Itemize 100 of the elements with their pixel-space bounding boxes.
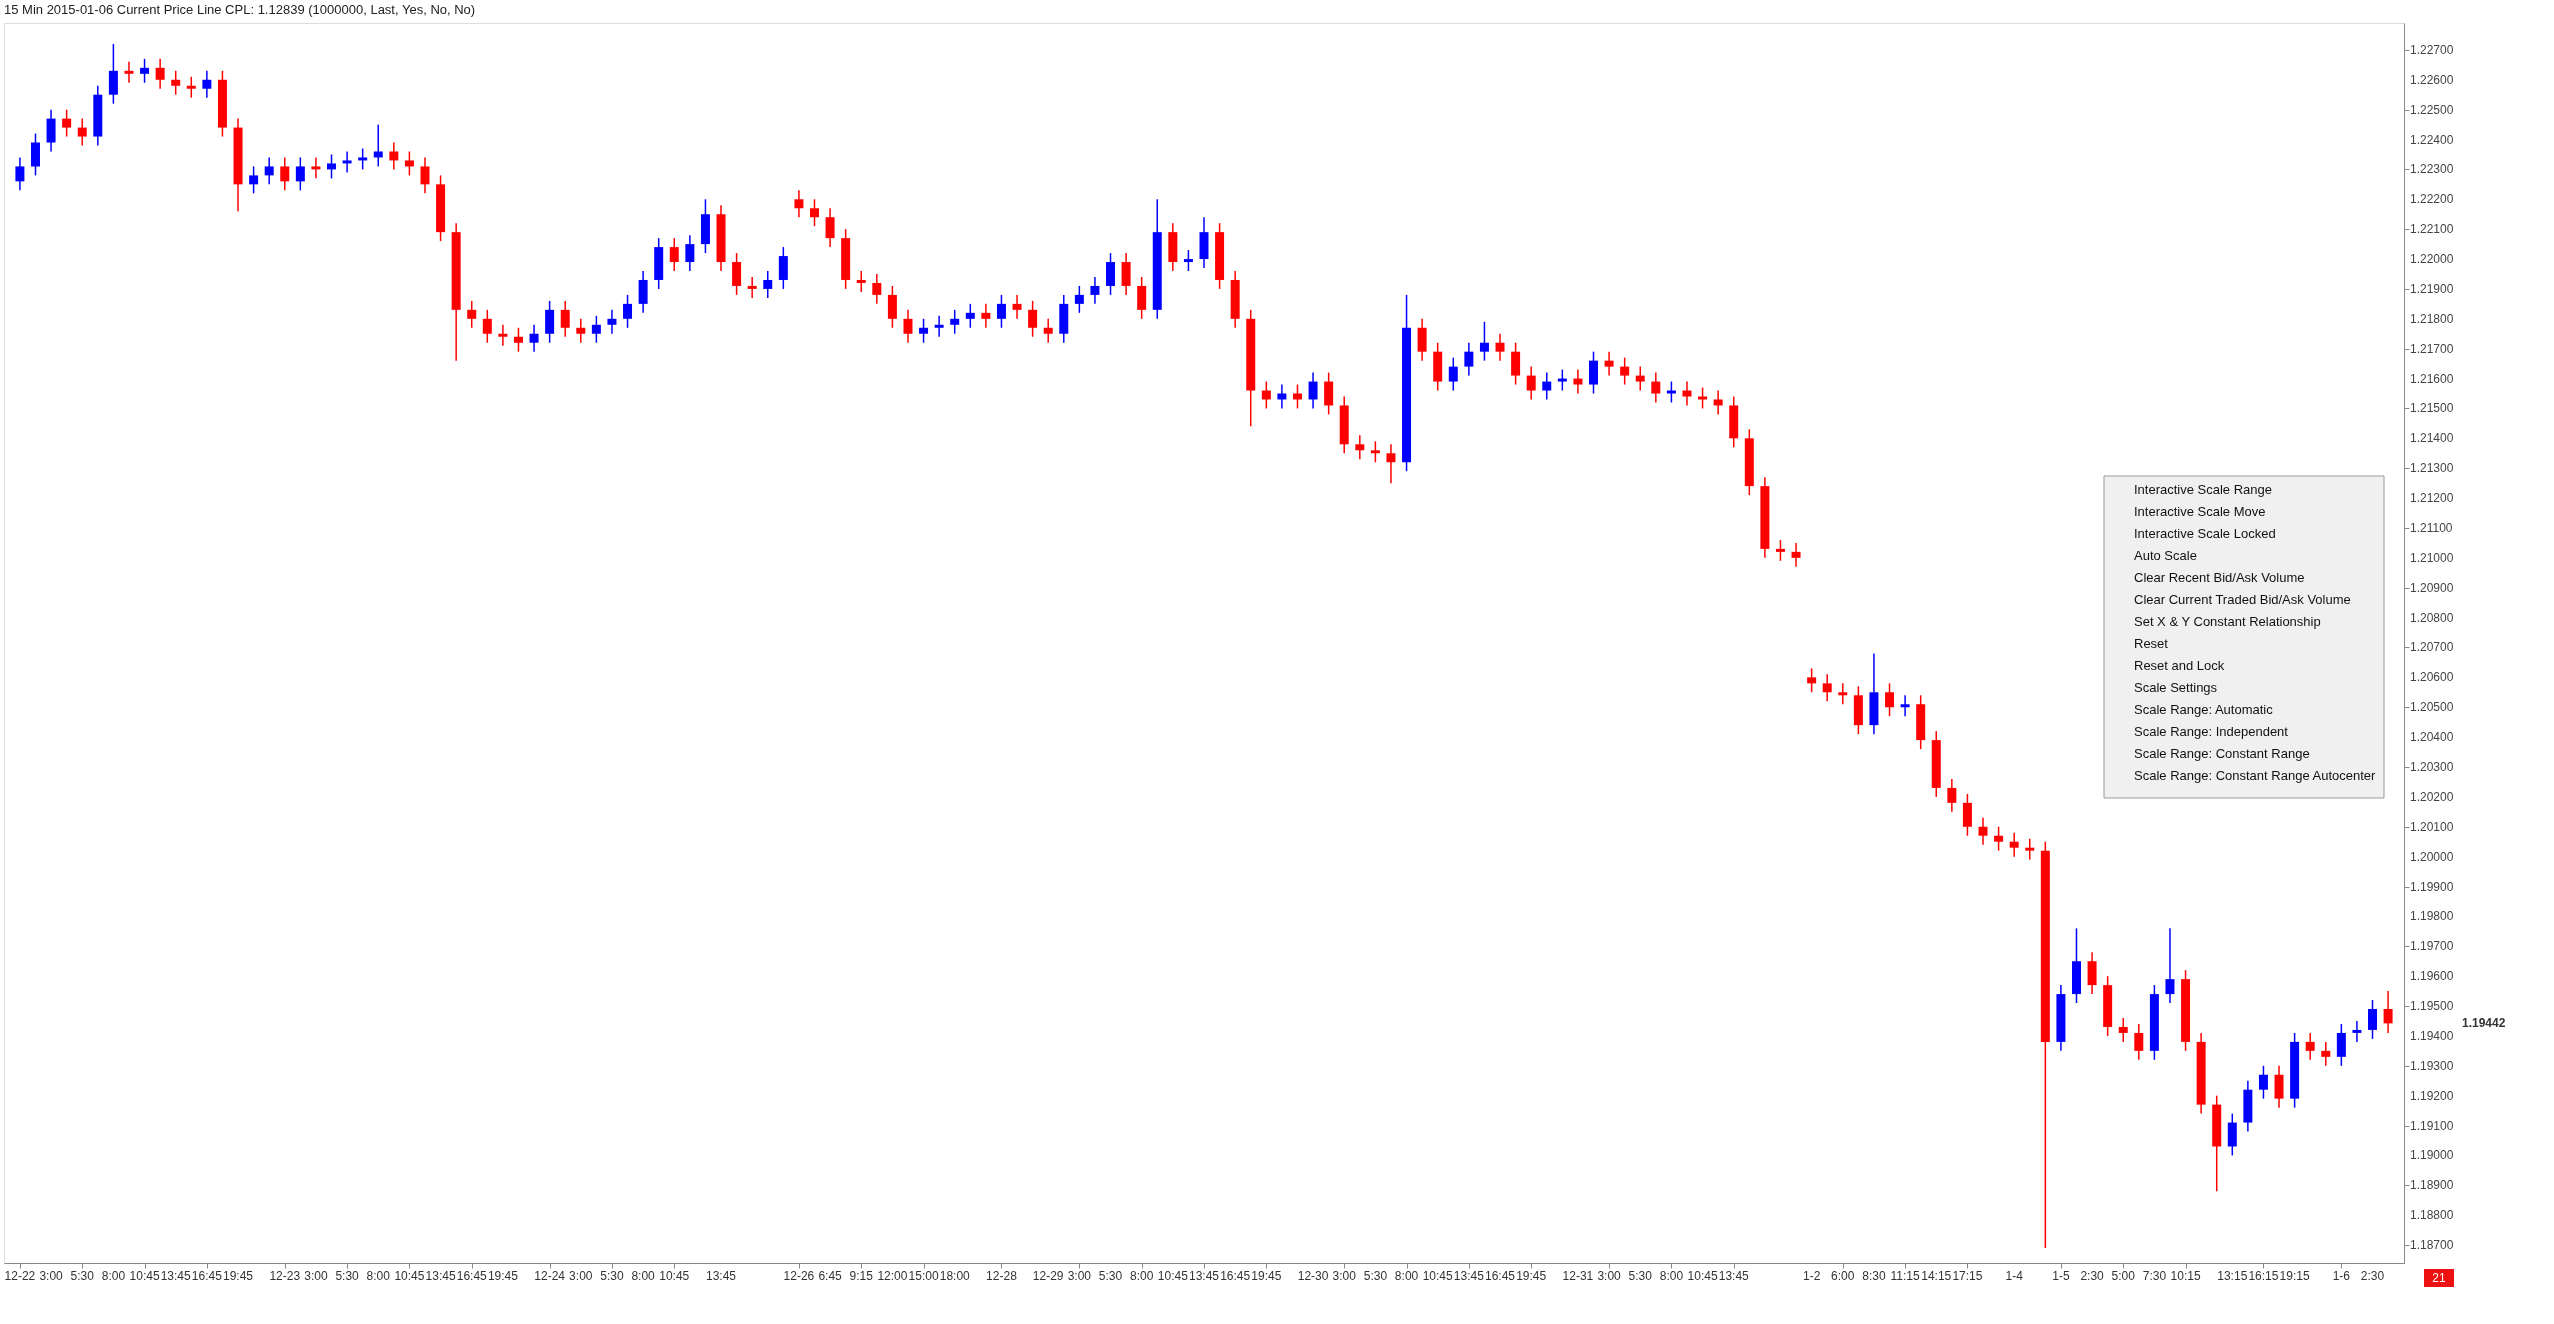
x-tick-label: 16:45 [1485, 1269, 1516, 1283]
candlestick [778, 246, 788, 290]
y-tick-label: 1.19300 [2410, 1058, 2454, 1073]
candlestick [732, 252, 742, 296]
y-tick-label: 1.20500 [2410, 700, 2454, 715]
x-tick-label: 17:15 [1952, 1269, 1983, 1283]
candlestick [825, 207, 835, 248]
annotation: Interactive Scale Move [2134, 504, 2266, 519]
candlestick [2383, 990, 2393, 1034]
x-tick-label: 6:00 [1831, 1269, 1855, 1283]
y-tick-label: 1.20900 [2410, 580, 2454, 595]
x-tick-label: 1-2 [1802, 1269, 1821, 1283]
candlestick [1589, 350, 1598, 395]
candlestick [996, 294, 1006, 329]
candlestick [856, 270, 866, 293]
candlestick [2274, 1065, 2284, 1109]
x-tick-label: 16:45 [191, 1269, 223, 1283]
y-tick-label: 1.19800 [2410, 909, 2454, 924]
candlestick [934, 315, 944, 338]
x-tick-label: 5:30 [600, 1269, 624, 1283]
candlestick [1464, 341, 1474, 377]
candlestick [1978, 817, 1988, 846]
candlestick [810, 198, 819, 227]
candlestick [1386, 443, 1396, 484]
x-tick-label: 3:00 [304, 1269, 328, 1283]
y-tick-label: 1.21200 [2410, 491, 2454, 506]
candlestick [1355, 434, 1365, 460]
x-tick-label: 8:00 [1394, 1269, 1419, 1283]
x-tick-label: 13:15 [2217, 1269, 2248, 1283]
candlestick [794, 189, 804, 218]
candlestick [1526, 365, 1536, 401]
y-tick-label: 1.21900 [2410, 281, 2454, 296]
candlestick [1137, 276, 1147, 320]
x-tick-label: 16:45 [1220, 1269, 1251, 1283]
candlestick [1620, 356, 1630, 386]
x-tick-label: 2:30 [2360, 1269, 2385, 1283]
y-tick-label: 1.22000 [2410, 252, 2454, 267]
y-tick-label: 1.22500 [2410, 102, 2454, 117]
y-tick-label: 1.19400 [2410, 1028, 2454, 1043]
x-tick-label: 16:45 [456, 1269, 488, 1283]
candlestick [77, 117, 87, 147]
annotation: Interactive Scale Range [2134, 482, 2273, 497]
candlestick [529, 324, 539, 353]
x-tick-label: 5:00 [2111, 1269, 2136, 1283]
y-tick-label: 1.22400 [2410, 132, 2454, 147]
x-tick-label: 1-4 [2005, 1269, 2024, 1283]
candlestick [202, 70, 212, 99]
candlestick [1308, 371, 1318, 410]
x-tick-label: 2:30 [2080, 1269, 2105, 1283]
candlestick [358, 147, 368, 171]
candlestick [2368, 999, 2378, 1040]
candlestick [311, 156, 321, 180]
candlestick [2009, 831, 2019, 858]
x-tick-label: 5:30 [1628, 1269, 1653, 1283]
candlestick [264, 156, 274, 186]
candlestick [576, 318, 586, 344]
x-tick-label: 10:45 [129, 1269, 160, 1283]
x-tick-label: 10:45 [1157, 1269, 1189, 1283]
candlestick [560, 300, 570, 338]
candlestick [155, 58, 165, 90]
candlestick [1791, 542, 1801, 568]
candlestick [15, 156, 25, 192]
candlestick [1651, 371, 1661, 404]
x-tick-label: 19:45 [487, 1269, 519, 1283]
x-tick-label: 13:45 [425, 1269, 456, 1283]
y-tick-label: 1.22200 [2410, 192, 2454, 207]
x-tick-label: 14:15 [1921, 1269, 1952, 1283]
candlestick [1698, 386, 1708, 410]
x-tick-label: 12-22 [4, 1269, 36, 1283]
candlestick [2025, 837, 2035, 861]
candlestick [327, 153, 337, 180]
y-tick-label: 1.21500 [2410, 401, 2454, 416]
candlestick [1479, 321, 1489, 362]
x-tick-label: 6:45 [818, 1269, 843, 1283]
candlestick [623, 294, 633, 329]
text: 1.19442 [2462, 1016, 2506, 1031]
x-tick-label: 12-24 [534, 1269, 566, 1283]
candlestick [2305, 1032, 2315, 1061]
x-tick-label: 5:30 [1098, 1269, 1123, 1283]
candlestick [1994, 826, 2004, 852]
x-tick-label: 8:00 [631, 1269, 656, 1283]
y-tick-label: 1.19600 [2410, 969, 2454, 984]
candlestick [1074, 285, 1084, 314]
candlestick [2165, 927, 2175, 1004]
candlestick [389, 141, 399, 171]
x-tick-label: 10:45 [1422, 1269, 1454, 1283]
y-tick-label: 1.20700 [2410, 640, 2454, 655]
candlestick [1885, 682, 1895, 717]
candlestick [46, 108, 56, 153]
annotation: Interactive Scale Locked [2134, 526, 2276, 541]
x-tick-label: 9:15 [849, 1269, 874, 1283]
candlestick [1417, 318, 1427, 362]
candlestick [669, 237, 679, 272]
candlestick [1838, 682, 1848, 705]
annotation: Set X & Y Constant Relationship [2134, 614, 2321, 629]
candlestick [186, 76, 196, 99]
annotation: Scale Range: Independent [2134, 724, 2289, 739]
y-tick-label: 1.21000 [2410, 550, 2454, 565]
x-tick-label: 3:00 [1067, 1269, 1092, 1283]
x-tick-label: 10:45 [659, 1269, 690, 1283]
